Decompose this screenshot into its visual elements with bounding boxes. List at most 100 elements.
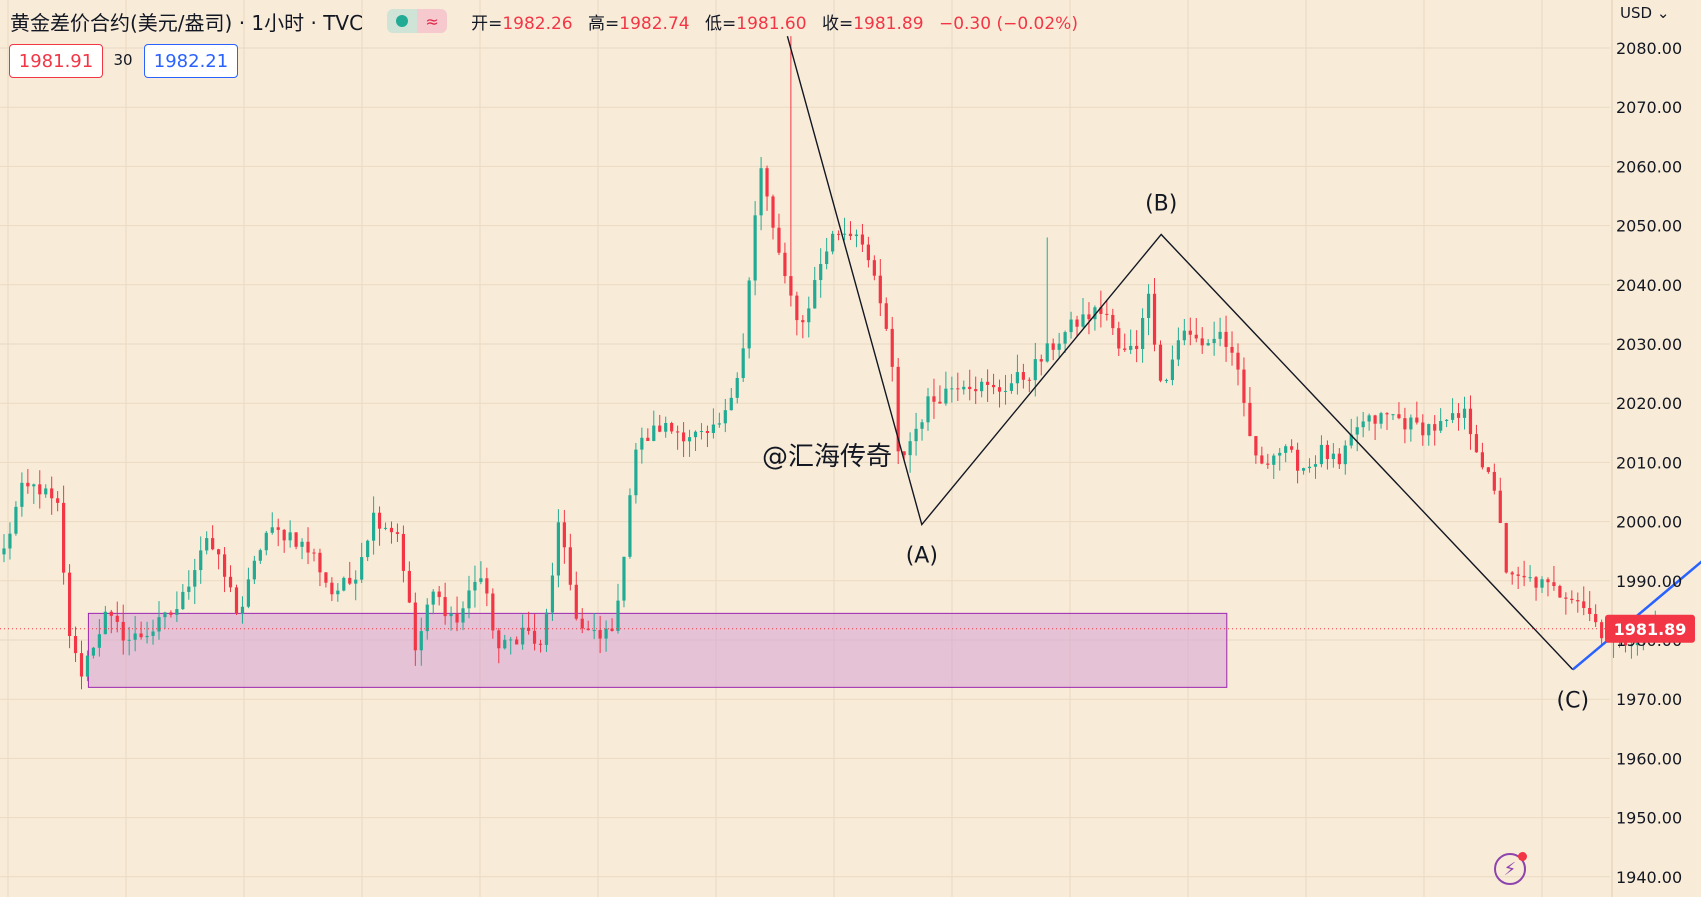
candle-body [741,348,745,378]
candle-body [2,548,6,555]
y-tick-label: 1950.00 [1616,809,1682,828]
candle-body [467,590,471,609]
sell-button[interactable]: 1981.91 [9,44,103,78]
candle-body [604,628,608,639]
candle-body [556,522,560,576]
projection-line [1571,560,1701,671]
candle-body [1278,452,1282,456]
candle-body [568,547,572,585]
candle-body [896,366,900,452]
candle-body [91,647,96,656]
y-tick-label: 2020.00 [1616,394,1682,413]
candle-body [968,386,972,390]
candle-body [26,482,30,487]
candle-body [664,422,668,432]
wave-line [786,35,1574,671]
y-tick-label: 1940.00 [1616,868,1682,887]
candle-body [1129,345,1133,350]
y-tick-label: 2000.00 [1616,513,1682,532]
candle-body [1325,444,1330,460]
candle-body [1468,408,1473,435]
candle-body [515,639,519,645]
candle-body [395,532,400,534]
candle-body [687,437,692,442]
lightning-icon[interactable]: ⚡ [1494,852,1527,885]
candle-body [1188,330,1192,335]
candle-body [1337,453,1341,465]
market-open-icon [387,9,418,33]
candle-body [717,423,721,425]
wave-label: (C) [1557,689,1590,714]
high-value: 1982.74 [619,13,690,34]
candle-body [169,612,173,615]
candle-body [944,388,948,404]
candle-body [1439,421,1443,431]
candle-body [902,451,906,456]
candle-body [771,196,775,228]
candle-body [747,280,751,349]
currency-selector[interactable]: USD ⌄ [1620,4,1670,22]
candle-body [1343,445,1347,465]
candle-body [914,428,918,442]
candle-body [157,617,161,632]
candle-body [825,251,829,265]
candle-body [1242,369,1246,403]
candle-body [962,386,966,390]
candle-body [1152,293,1157,345]
candle-body [127,639,131,641]
candle-body [1474,434,1479,453]
candle-body [56,498,60,503]
candle-body [866,244,870,261]
candle-body [1182,330,1186,341]
candle-body [628,495,632,557]
symbol-title[interactable]: 黄金差价合约(美元/盎司) · 1小时 · TVC [10,10,364,35]
candle-body [1415,417,1419,423]
candle-body [1397,414,1401,419]
candle-body [765,168,769,197]
candle-body [85,655,90,677]
candle-body [1313,464,1318,467]
candle-body [1015,372,1020,384]
status-pill[interactable]: ≈ [387,9,448,33]
candle-body [592,630,596,632]
high-label: 高= [588,13,620,34]
candle-body [1236,352,1240,370]
candle-body [509,639,513,641]
candle-body [1117,328,1121,349]
candle-body [115,615,119,622]
support-zone [87,612,1228,688]
candle-body [1123,348,1127,350]
candle-body [544,612,549,645]
candle-body [1385,413,1389,415]
candle-body [282,529,286,541]
candle-body [413,602,417,651]
candle-body [1570,598,1574,601]
candle-body [1111,314,1115,329]
candle-body [1516,574,1520,576]
candle-body [306,541,310,553]
candle-body [1266,463,1270,465]
candle-body [1218,331,1222,339]
candle-body [288,532,292,541]
candle-body [1135,345,1139,350]
candle-body [121,621,125,641]
buy-button[interactable]: 1982.21 [144,44,238,78]
candle-body [1057,343,1061,350]
candle-body [300,541,304,547]
y-tick-label: 2080.00 [1616,39,1682,58]
candle-body [270,527,274,533]
candle-body [187,586,191,592]
candle-body [175,609,179,615]
candle-body [1146,293,1151,318]
candle-body [79,653,84,677]
candle-body [1600,622,1604,639]
candle-body [14,506,18,534]
candle-body [377,512,382,529]
candle-body [1045,343,1049,362]
candle-body [1349,434,1353,446]
y-tick-label: 1970.00 [1616,690,1682,709]
candle-body [330,582,334,595]
candle-body [217,549,221,555]
candle-body [199,550,203,571]
